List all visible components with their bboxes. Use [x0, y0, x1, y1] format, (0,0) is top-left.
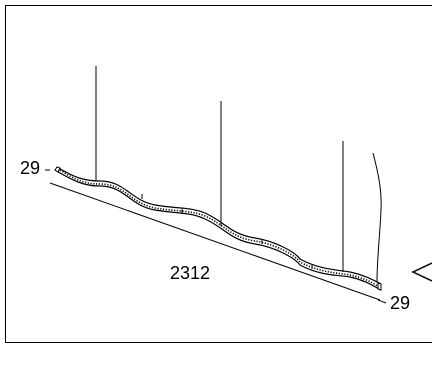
luminaire-body-top	[56, 166, 382, 285]
left-height-dimension: 29	[20, 158, 40, 178]
view-arrow-icon	[411, 262, 432, 282]
length-dimension: 2312	[170, 263, 210, 283]
right-height-leader	[377, 299, 387, 304]
luminaire-right-endcap	[377, 282, 382, 291]
luminaire-left-endcap	[54, 166, 61, 173]
power-cable	[372, 152, 382, 283]
drawing-frame	[5, 5, 432, 343]
luminaire-body-bottom	[54, 169, 382, 291]
right-height-dimension: 29	[390, 293, 410, 313]
length-dimension-line	[49, 182, 381, 301]
